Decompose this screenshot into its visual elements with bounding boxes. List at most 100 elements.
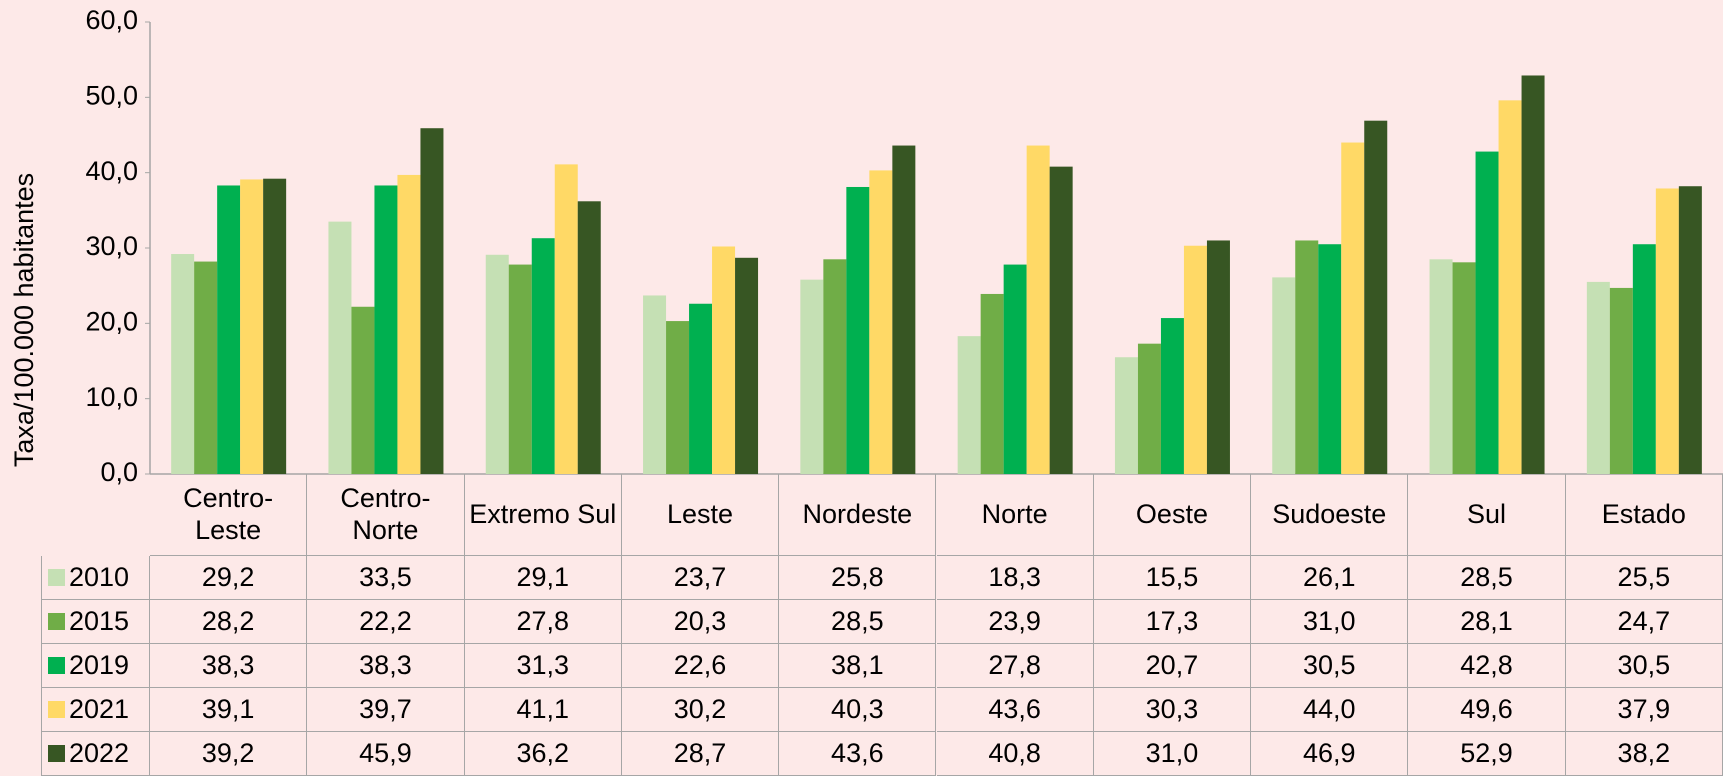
legend-label: 2021 (69, 693, 130, 724)
table-value: 43,6 (779, 732, 937, 776)
table-value: 25,8 (779, 556, 937, 600)
bar (171, 254, 195, 474)
bar (1475, 151, 1499, 474)
table-value: 23,9 (936, 600, 1094, 644)
table-value: 20,3 (621, 600, 780, 644)
bar (1632, 244, 1656, 474)
bar (1295, 240, 1319, 474)
bar (328, 221, 352, 474)
legend-label: 2010 (69, 561, 130, 592)
bar (980, 293, 1004, 474)
table-value: 28,5 (1408, 556, 1566, 600)
bar (735, 257, 759, 474)
table-value: 52,9 (1408, 732, 1566, 776)
bar (508, 264, 532, 474)
table-value: 18,3 (936, 556, 1094, 600)
bar (869, 170, 893, 474)
table-value: 23,7 (621, 556, 780, 600)
y-tick-label: 60,0 (85, 5, 138, 35)
bar (1678, 186, 1702, 474)
category-cell: Norte (936, 474, 1094, 556)
table-value: 28,1 (1408, 600, 1566, 644)
bar (846, 186, 870, 475)
legend-swatch (48, 701, 65, 718)
table-value: 20,7 (1093, 644, 1252, 688)
table-value: 39,2 (150, 732, 308, 776)
legend-label: 2019 (69, 649, 130, 680)
bar (1609, 287, 1633, 474)
table-value: 40,8 (936, 732, 1094, 776)
category-cell: Centro-Norte (307, 474, 465, 556)
table-value: 30,3 (1093, 688, 1252, 732)
bar (217, 185, 241, 474)
bar (1318, 244, 1342, 474)
category-cell: Leste (621, 474, 780, 556)
y-tick-label: 10,0 (85, 382, 138, 412)
bar (351, 306, 375, 474)
y-tick-label: 50,0 (85, 80, 138, 110)
table-value: 43,6 (936, 688, 1094, 732)
bar (1586, 281, 1610, 474)
bar (1114, 357, 1138, 474)
y-tick-label: 20,0 (85, 306, 138, 336)
bar (577, 201, 601, 474)
bar (1341, 142, 1365, 475)
table-value: 17,3 (1093, 600, 1252, 644)
legend-entry: 2015 (41, 600, 150, 644)
legend-swatch (48, 569, 65, 586)
bar (823, 259, 847, 474)
table-value: 41,1 (464, 688, 622, 732)
category-cell: Nordeste (779, 474, 937, 556)
table-value: 24,7 (1565, 600, 1723, 644)
bar (485, 254, 509, 474)
table-value: 29,2 (150, 556, 308, 600)
legend-entry: 2022 (41, 732, 150, 776)
bar (1026, 145, 1050, 474)
table-value: 49,6 (1408, 688, 1566, 732)
table-value: 38,1 (779, 644, 937, 688)
bar (1364, 120, 1388, 474)
bar (1049, 166, 1073, 474)
category-cell: Sul (1408, 474, 1566, 556)
bar (1521, 75, 1545, 474)
legend-swatch (48, 613, 65, 630)
table-value: 39,7 (307, 688, 465, 732)
bar (1137, 343, 1161, 474)
y-tick-label: 0,0 (100, 457, 138, 487)
category-cell: Extremo Sul (464, 474, 622, 556)
table-value: 30,5 (1565, 644, 1723, 688)
bar (1183, 245, 1207, 474)
table-value: 38,2 (1565, 732, 1723, 776)
table-value: 27,8 (464, 600, 622, 644)
table-value: 25,5 (1565, 556, 1723, 600)
table-value: 36,2 (464, 732, 622, 776)
legend-entry: 2021 (41, 688, 150, 732)
bar (1160, 318, 1184, 474)
category-cell: Sudoeste (1251, 474, 1409, 556)
category-cell: Oeste (1093, 474, 1252, 556)
table-value: 30,2 (621, 688, 780, 732)
bar (892, 145, 916, 474)
bar (420, 128, 444, 474)
bar (1655, 188, 1679, 474)
category-cell: Estado (1565, 474, 1723, 556)
y-tick-label: 40,0 (85, 156, 138, 186)
bar (957, 336, 981, 474)
category-cell: Centro-Leste (150, 474, 308, 556)
table-value: 42,8 (1408, 644, 1566, 688)
bar (1429, 259, 1453, 474)
bar (689, 303, 713, 474)
bar (397, 174, 421, 474)
bar (1272, 277, 1296, 474)
legend-swatch (48, 745, 65, 762)
table-value: 28,5 (779, 600, 937, 644)
bar (1452, 262, 1476, 474)
table-value: 38,3 (150, 644, 308, 688)
table-value: 28,2 (150, 600, 308, 644)
table-value: 46,9 (1251, 732, 1409, 776)
y-axis-label: Taxa/100.000 habitantes (9, 173, 39, 467)
table-value: 31,3 (464, 644, 622, 688)
bar (1498, 100, 1522, 474)
table-value: 27,8 (936, 644, 1094, 688)
